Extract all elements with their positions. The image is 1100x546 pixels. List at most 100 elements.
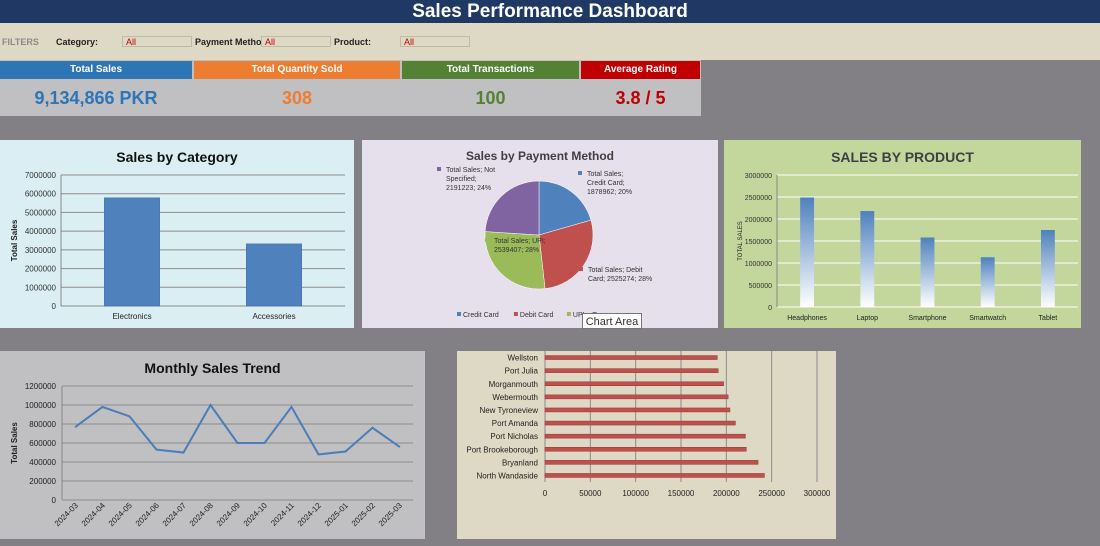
x-category-label: Tablet <box>1039 315 1058 322</box>
x-tick-label: 2025-01 <box>323 501 351 529</box>
bar <box>544 420 736 426</box>
x-category-label: Electronics <box>112 312 151 321</box>
data-point <box>209 404 212 406</box>
payment-chart-svg: Total Sales; Credit Card; 1878962; 20% Tota… <box>437 167 652 319</box>
bar <box>544 394 729 400</box>
x-tick-label: 2025-03 <box>377 501 405 529</box>
x-category-label: Smartwatch <box>969 315 1006 322</box>
y-category-label: Port Brookeborough <box>466 445 538 454</box>
product-chart-panel[interactable]: SALES BY PRODUCT 0 500000 1000000 1500000 20… <box>724 140 1081 328</box>
category-filter-label: Category: <box>56 37 99 47</box>
y-category-label: Port Amanda <box>492 419 539 428</box>
x-category-label: Laptop <box>857 315 879 322</box>
kpi-rating-label: Average Rating <box>581 61 700 79</box>
x-tick-label: 2024-12 <box>296 501 324 529</box>
y-tick-label: 1000000 <box>25 401 57 410</box>
bar <box>980 257 995 307</box>
y-tick-label: 0 <box>52 302 57 311</box>
x-tick-label: 2024-03 <box>53 501 81 529</box>
series-line <box>74 403 401 456</box>
bar <box>544 381 724 386</box>
y-axis-title: Total Sales <box>10 422 19 464</box>
filters-heading: FILTERS <box>2 37 39 47</box>
chart-area-tooltip: Chart Area <box>582 313 642 329</box>
y-tick-label: 600000 <box>29 439 56 448</box>
data-point <box>290 406 293 408</box>
data-point <box>182 451 185 454</box>
data-point <box>317 453 320 456</box>
category-filter-select[interactable]: All <box>122 36 192 47</box>
x-tick-label: 2024-10 <box>242 501 270 529</box>
data-point <box>371 427 374 429</box>
y-tick-label: 200000 <box>29 477 56 486</box>
x-tick-label: 250000 <box>758 489 785 498</box>
pie-slice <box>484 180 540 236</box>
y-tick-label: 1500000 <box>745 239 772 246</box>
data-label: Total Sales; Credit Card; 1878962; 20% <box>587 171 632 196</box>
bar <box>544 447 747 452</box>
x-tick-label: 2024-11 <box>269 501 296 528</box>
kpi-quantity-label: Total Quantity Sold <box>194 61 400 79</box>
bar <box>544 368 719 373</box>
kpi-transactions-value: 100 <box>475 88 506 108</box>
x-tick-label: 50000 <box>579 489 602 498</box>
y-tick-label: 1200000 <box>25 382 57 391</box>
bar <box>544 473 765 478</box>
data-point <box>236 442 239 444</box>
city-chart-svg: 0 50000 100000 150000 200000 250000 300000 Well… <box>466 351 831 498</box>
monthly-chart-panel[interactable]: Monthly Sales Trend 0 200000 400000 600000 8… <box>0 351 425 539</box>
y-tick-label: 6000000 <box>25 190 57 199</box>
y-tick-label: 2500000 <box>745 195 772 202</box>
y-category-label: Morganmouth <box>489 380 538 389</box>
monthly-chart-svg: 0 200000 400000 600000 800000 1000000 1200000 2… <box>10 382 413 529</box>
product-filter-label: Product: <box>334 37 371 47</box>
product-filter-select[interactable]: All <box>400 36 470 47</box>
product-chart-svg: 0 500000 1000000 1500000 2000000 2500000 30000… <box>738 173 1078 322</box>
filter-bar: FILTERS Category: All Payment Metho All … <box>0 23 1100 60</box>
kpi-total-sales-value: 9,134,866 PKR <box>34 88 158 108</box>
y-category-label: North Wandaside <box>476 471 538 480</box>
legend-swatch <box>457 312 461 316</box>
x-tick-label: 2025-02 <box>350 501 378 529</box>
data-point <box>398 446 401 448</box>
y-category-label: Bryanland <box>502 458 538 467</box>
x-tick-label: 2024-09 <box>215 501 243 529</box>
y-tick-label: 0 <box>768 305 772 312</box>
x-tick-label: 2024-08 <box>188 501 216 529</box>
x-tick-label: 2024-07 <box>161 501 189 529</box>
data-label-marker <box>437 167 441 171</box>
monthly-chart-title: Monthly Sales Trend <box>144 360 281 376</box>
data-point <box>263 442 266 444</box>
city-chart-panel[interactable]: 0 50000 100000 150000 200000 250000 300000 Well… <box>457 351 836 539</box>
category-chart-panel[interactable]: Sales by Category 0 1000000 2000000 3000000… <box>0 140 354 328</box>
y-category-label: Port Julia <box>505 367 539 376</box>
y-tick-label: 3000000 <box>745 173 772 180</box>
payment-filter-select[interactable]: All <box>261 36 331 47</box>
dashboard-title: Sales Performance Dashboard <box>0 0 1100 23</box>
data-point <box>344 450 347 453</box>
x-tick-label: 2024-06 <box>134 501 162 529</box>
y-tick-label: 0 <box>52 496 57 505</box>
payment-filter-label: Payment Metho <box>195 37 261 47</box>
y-axis-title: Total Sales <box>10 219 19 261</box>
y-category-label: Port Nicholas <box>490 432 538 441</box>
bar <box>544 407 731 413</box>
legend-swatch <box>566 312 571 316</box>
pie-slice <box>538 180 592 236</box>
y-tick-label: 500000 <box>749 283 772 290</box>
data-label: Total Sales; Not Specified; 2191223; 24% <box>446 167 495 192</box>
y-tick-label: 7000000 <box>25 171 57 180</box>
data-point <box>128 415 131 418</box>
data-point <box>74 426 77 428</box>
x-tick-label: 2024-04 <box>80 501 108 529</box>
product-chart-title: SALES BY PRODUCT <box>831 149 974 165</box>
y-axis-title: TOTAL SALES <box>738 221 744 261</box>
payment-chart-panel[interactable]: Sales by Payment Method Total Sales; Cred… <box>362 140 718 328</box>
x-category-label: Smartphone <box>908 315 946 322</box>
bar <box>544 433 746 439</box>
pie-slice <box>538 219 594 289</box>
y-tick-label: 3000000 <box>25 246 57 255</box>
x-tick-label: 300000 <box>804 489 831 498</box>
x-tick-label: 150000 <box>668 489 695 498</box>
legend-entry: Debit Card <box>520 312 554 319</box>
